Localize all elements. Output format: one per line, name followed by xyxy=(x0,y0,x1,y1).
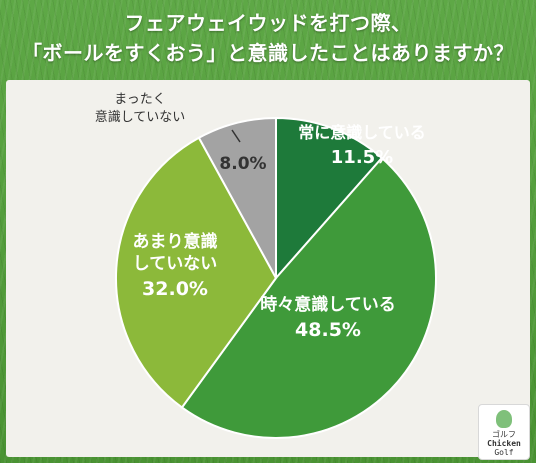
slice-label-4-line-1: まったく xyxy=(114,92,165,107)
slice-value-1: 11.5% xyxy=(331,147,393,168)
chicken-icon xyxy=(496,410,512,428)
slice-value-2: 48.5% xyxy=(295,319,361,341)
slice-label-1-line-1: 常に意識している xyxy=(298,123,426,142)
chart-title: フェアウェイウッドを打つ際、 「ボールをすくおう」と意識したことはありますか？ xyxy=(0,8,536,68)
logo-text-sub: Golf xyxy=(494,448,514,457)
slice-label-3-line-1: あまり意識 xyxy=(133,231,218,252)
slice-label-2-line-1: 時々意識している xyxy=(260,294,396,315)
slice-label-3-line-2: していない xyxy=(133,254,218,274)
slice-value-3: 32.0% xyxy=(142,278,208,300)
logo-text-main: Chicken xyxy=(487,439,521,448)
slice-label-4-line-2: 意識していない xyxy=(95,109,186,125)
pie-slice-3 xyxy=(115,136,278,409)
title-line-2: 「ボールをすくおう」と意識したことはありますか？ xyxy=(22,41,514,65)
title-line-1: フェアウェイウッドを打つ際、 xyxy=(124,11,412,35)
brand-logo: ゴルフ Chicken Golf xyxy=(478,404,530,460)
logo-text-top: ゴルフ xyxy=(492,430,516,439)
pie-slice-2 xyxy=(180,156,438,439)
pie-slice-4 xyxy=(197,116,277,279)
slice-value-4: 8.0% xyxy=(219,154,266,174)
pie-slice-1 xyxy=(275,116,384,281)
leader-line xyxy=(231,129,241,143)
